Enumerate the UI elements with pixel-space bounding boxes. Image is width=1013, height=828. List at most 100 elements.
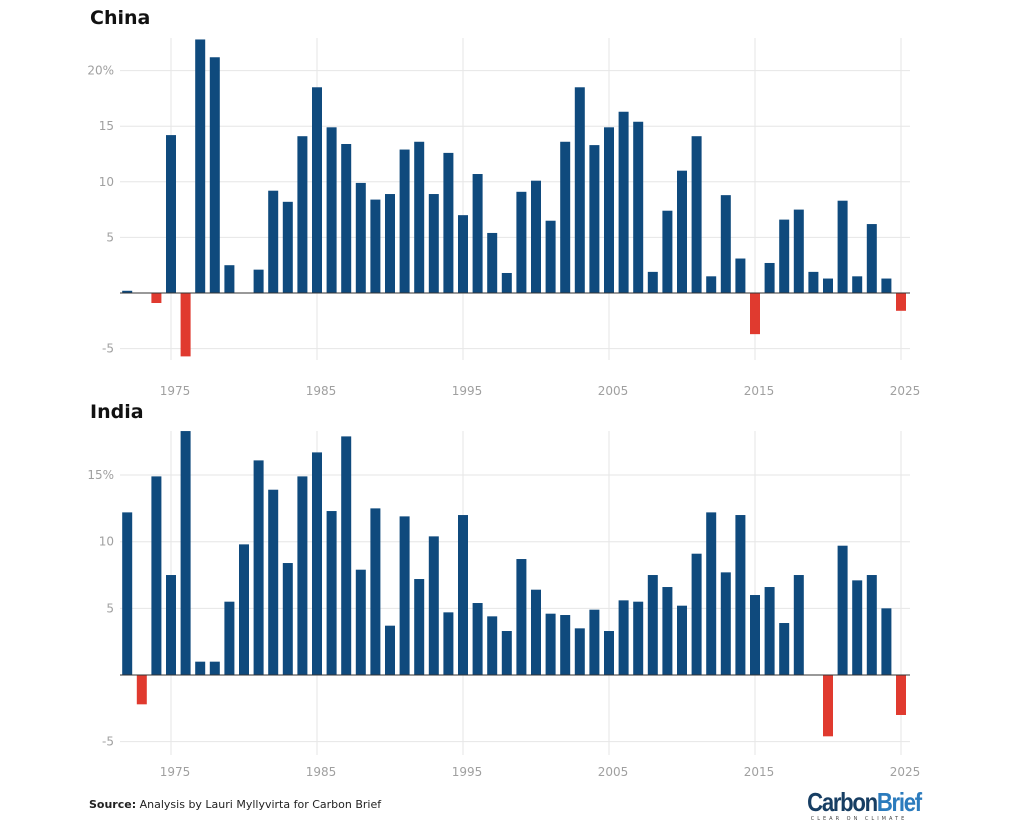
bar-1992 xyxy=(414,579,425,675)
bar-1983 xyxy=(282,201,293,293)
bar-1976 xyxy=(180,431,191,675)
y-tick-label: 5 xyxy=(106,230,114,244)
source-label: Source: xyxy=(89,798,137,811)
x-tick-label: 1985 xyxy=(306,765,337,779)
bar-1986 xyxy=(326,127,337,293)
bar-1992 xyxy=(414,141,425,293)
bar-1977 xyxy=(195,661,206,675)
bar-1988 xyxy=(355,182,366,293)
y-tick-label: 15 xyxy=(99,119,114,133)
bar-2013 xyxy=(720,195,731,293)
bar-1974 xyxy=(151,293,162,304)
x-tick-label: 2025 xyxy=(890,765,921,779)
bar-1972 xyxy=(122,290,133,293)
bar-2012 xyxy=(706,512,717,675)
bar-1973 xyxy=(136,675,147,705)
bar-2004 xyxy=(589,609,600,675)
source-text: Analysis by Lauri Myllyvirta for Carbon … xyxy=(136,798,382,811)
x-tick-label: 1995 xyxy=(452,384,483,398)
bar-2016 xyxy=(764,262,775,293)
bar-2021 xyxy=(837,545,848,675)
bar-1997 xyxy=(487,616,498,675)
bar-2023 xyxy=(866,575,877,675)
bar-1987 xyxy=(341,436,352,675)
bar-2009 xyxy=(662,587,673,675)
bar-2022 xyxy=(852,276,863,293)
bar-2002 xyxy=(560,141,571,293)
x-tick-label: 1985 xyxy=(306,384,337,398)
bar-2006 xyxy=(618,111,629,293)
bar-1979 xyxy=(224,601,235,675)
bar-1999 xyxy=(516,559,527,675)
bar-1996 xyxy=(472,603,483,675)
bar-1985 xyxy=(312,87,322,293)
x-tick-label: 2025 xyxy=(890,384,921,398)
bar-1976 xyxy=(180,293,191,357)
y-tick-label: -5 xyxy=(102,735,114,749)
bar-1986 xyxy=(326,511,337,675)
chart-title: India xyxy=(90,401,144,423)
bar-2021 xyxy=(837,200,848,293)
y-tick-label: 5 xyxy=(106,601,114,615)
logo-tagline: CLEAR ON CLIMATE xyxy=(810,816,908,822)
bar-2005 xyxy=(604,127,614,293)
bar-2004 xyxy=(589,145,600,293)
x-tick-label: 1995 xyxy=(452,765,483,779)
bar-1994 xyxy=(443,152,454,293)
x-tick-label: 1975 xyxy=(160,765,191,779)
bar-1979 xyxy=(224,265,235,293)
bar-2024 xyxy=(881,608,892,675)
bar-2007 xyxy=(633,601,644,675)
bar-2008 xyxy=(647,575,658,675)
bar-1999 xyxy=(516,191,527,293)
y-tick-label: 10 xyxy=(99,535,114,549)
bar-2000 xyxy=(531,180,541,293)
bar-1989 xyxy=(370,508,381,675)
bar-1991 xyxy=(399,516,410,675)
bar-2013 xyxy=(720,572,731,675)
bar-1996 xyxy=(472,174,483,293)
logo-word-carbon: Carbon xyxy=(807,787,878,817)
bar-2023 xyxy=(866,224,877,293)
bar-1987 xyxy=(341,143,352,293)
chart-title: China xyxy=(90,7,150,29)
bar-1974 xyxy=(151,476,162,675)
bar-2025 xyxy=(896,293,906,311)
bar-2011 xyxy=(691,553,702,675)
bar-1985 xyxy=(312,452,322,675)
bar-2022 xyxy=(852,580,863,675)
y-tick-label: 15% xyxy=(87,468,114,482)
bar-2011 xyxy=(691,136,702,293)
carbon-brief-logo: CarbonBrief CLEAR ON CLIMATE xyxy=(798,787,922,822)
y-tick-label: -5 xyxy=(102,342,114,356)
bar-2009 xyxy=(662,210,673,293)
bar-1981 xyxy=(253,460,264,675)
bar-2003 xyxy=(574,87,585,293)
bar-2014 xyxy=(735,258,746,293)
bar-2020 xyxy=(823,675,833,737)
bar-2001 xyxy=(545,613,556,675)
bar-2015 xyxy=(750,595,760,675)
bar-2007 xyxy=(633,121,644,293)
bar-1978 xyxy=(209,57,220,294)
bar-2001 xyxy=(545,220,556,293)
bar-2003 xyxy=(574,628,585,675)
x-tick-label: 2005 xyxy=(598,384,629,398)
bar-1998 xyxy=(501,631,512,675)
bar-1990 xyxy=(385,625,395,675)
bar-2018 xyxy=(793,575,804,675)
bar-1994 xyxy=(443,612,454,675)
bar-1993 xyxy=(428,536,439,675)
bar-1984 xyxy=(297,136,308,293)
bar-1982 xyxy=(268,489,279,675)
bar-2020 xyxy=(823,278,833,293)
x-tick-label: 2015 xyxy=(744,765,775,779)
bar-1991 xyxy=(399,149,410,293)
bar-2018 xyxy=(793,209,804,293)
bar-1975 xyxy=(166,575,176,675)
bar-1984 xyxy=(297,476,308,675)
y-tick-label: 10 xyxy=(99,175,114,189)
bar-2015 xyxy=(750,293,760,335)
bar-2017 xyxy=(779,219,790,293)
